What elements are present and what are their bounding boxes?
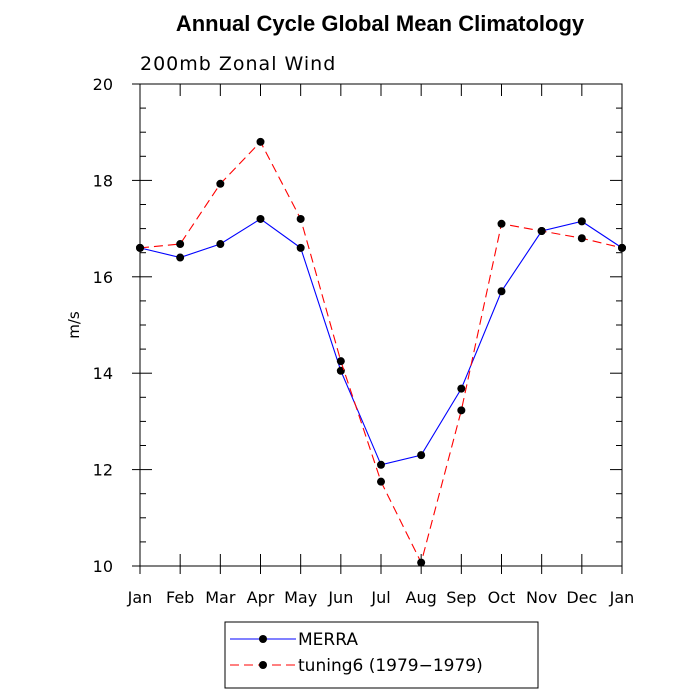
chart-title: Annual Cycle Global Mean Climatology: [176, 11, 585, 36]
data-point: [216, 240, 225, 249]
data-point: [256, 214, 265, 223]
data-point: [457, 406, 466, 415]
y-tick-label: 20: [93, 75, 113, 94]
legend-marker: [259, 635, 267, 643]
data-point: [577, 234, 586, 243]
axis-ticks: Jan Feb Mar Apr May Jun Jul Aug Sep Oct Nov Dec Jan 1…: [93, 75, 635, 607]
data-point: [618, 243, 626, 252]
series-group: [136, 137, 626, 567]
data-point: [256, 137, 265, 146]
data-point: [417, 558, 426, 567]
x-tick-label: Aug: [406, 588, 437, 607]
data-point: [296, 243, 305, 252]
data-point: [577, 217, 586, 226]
x-tick-label: May: [284, 588, 317, 607]
data-point: [216, 179, 225, 188]
x-tick-label: Sep: [446, 588, 476, 607]
x-tick-label: Jan: [609, 588, 635, 607]
x-tick-label: Mar: [205, 588, 236, 607]
series-line-merra: [139, 218, 623, 466]
data-point: [176, 253, 185, 262]
data-point: [136, 243, 144, 252]
legend: MERRA tuning6 (1979−1979): [224, 621, 539, 689]
data-point: [457, 384, 466, 393]
x-tick-label: Dec: [566, 588, 597, 607]
y-tick-label: 14: [93, 364, 113, 383]
legend-box: [224, 621, 539, 689]
data-point: [497, 287, 506, 296]
x-tick-label: Nov: [526, 588, 557, 607]
chart-subtitle: 200mb Zonal Wind: [140, 53, 336, 75]
x-tick-label: Jun: [327, 588, 353, 607]
legend-label: MERRA: [298, 630, 358, 650]
data-point: [296, 214, 305, 223]
y-tick-label: 10: [93, 557, 113, 576]
x-tick-label: Oct: [488, 588, 516, 607]
data-point: [377, 477, 385, 486]
x-tick-label: Jul: [370, 588, 390, 607]
x-tick-label: Feb: [166, 588, 194, 607]
series-line-tuning6: [139, 140, 623, 565]
data-point: [417, 451, 426, 460]
data-point: [336, 357, 345, 366]
data-point: [377, 460, 385, 469]
data-point: [176, 240, 185, 249]
data-point: [537, 227, 546, 236]
y-tick-label: 16: [93, 268, 113, 287]
legend-label: tuning6 (1979−1979): [298, 656, 483, 676]
x-tick-label: Apr: [247, 588, 275, 607]
data-point: [497, 219, 506, 228]
y-axis-label: m/s: [65, 311, 83, 339]
x-tick-label: Jan: [127, 588, 153, 607]
y-tick-label: 12: [93, 461, 113, 480]
plot-frame: [139, 83, 623, 567]
legend-marker: [259, 661, 267, 669]
y-tick-label: 18: [93, 171, 113, 190]
